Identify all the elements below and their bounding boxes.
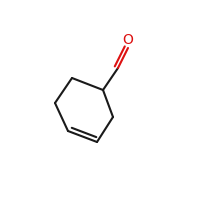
- Text: O: O: [123, 33, 133, 47]
